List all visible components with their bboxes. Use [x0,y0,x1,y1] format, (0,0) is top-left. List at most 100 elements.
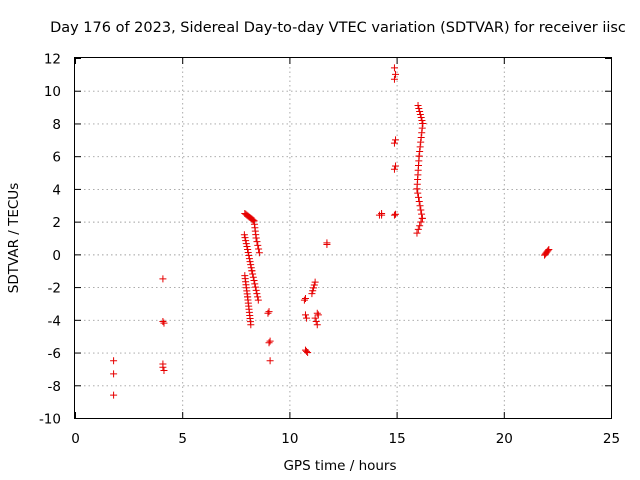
data-point [415,198,423,206]
data-point [390,64,398,72]
data-point [313,309,321,317]
data-point [249,216,257,224]
data-point [242,240,250,248]
data-point [252,234,260,242]
data-point [416,110,424,118]
data-point [253,238,261,246]
data-point [244,245,252,253]
data-point [311,278,319,286]
x-tick-label: 0 [71,431,80,447]
data-point [249,273,257,281]
y-tick-label: 0 [52,248,61,264]
data-point [544,247,552,255]
data-point [159,363,167,371]
data-point [248,267,256,275]
data-point [251,280,259,288]
data-point [310,281,318,289]
data-point [245,252,253,260]
data-point [247,261,255,269]
data-point [253,290,261,298]
y-tick-label: 12 [44,52,61,68]
data-point [304,349,312,357]
data-point [254,241,262,249]
chart-title: Day 176 of 2023, Sidereal Day-to-day VTE… [50,20,626,36]
data-point [303,314,311,322]
data-point [414,225,422,233]
data-point [254,296,262,304]
data-point [240,231,248,239]
data-point [249,270,257,278]
data-point [310,284,318,292]
data-point [160,367,168,375]
data-point [264,309,272,317]
data-point [246,258,254,266]
x-tick-label: 20 [496,431,513,447]
y-tick-label: 6 [52,150,61,166]
plot-frame [74,57,612,419]
data-point [418,210,426,218]
data-point [314,311,322,319]
data-point [417,206,425,214]
data-point [414,101,422,109]
data-point [419,119,427,127]
data-point [414,189,422,197]
y-tick-label: -8 [48,379,61,395]
data-point [390,139,398,147]
data-point [110,370,118,378]
data-point [245,255,253,263]
data-point [160,319,168,327]
data-point [265,308,273,316]
data-point [266,337,274,345]
data-point [545,245,553,253]
data-point [255,245,263,253]
grid-lines [75,58,611,418]
data-point [418,129,426,137]
data-point [247,264,255,272]
data-point [417,218,425,226]
data-point [413,229,421,237]
y-axis-label: SDTVAR / TECUs [6,183,22,293]
data-point [417,133,425,141]
y-tick-label: 8 [52,117,61,133]
data-point [252,286,260,294]
y-tick-label: -4 [48,313,61,329]
data-point [303,347,311,355]
data-point [416,202,424,210]
y-tick-label: 2 [52,215,61,231]
data-point [265,339,273,347]
data-point [250,277,258,285]
data-point [392,136,400,144]
data-point [323,239,331,247]
data-point [415,104,423,112]
y-tick-labels: -10 -8 -6 -4 -2 0 2 4 6 8 10 12 [39,52,61,428]
data-points [110,64,553,399]
y-tick-label: 10 [44,84,61,100]
data-point [243,243,251,251]
data-point [418,124,426,132]
data-point [417,113,425,121]
x-tick-label: 15 [389,431,406,447]
data-point [416,222,424,230]
axis-ticks [75,58,612,419]
data-point [416,143,424,151]
data-point [413,185,421,193]
data-point [390,75,398,83]
data-point [110,391,118,399]
y-tick-label: -10 [39,412,61,428]
x-tick-label: 10 [281,431,298,447]
data-point [392,70,400,78]
data-point [300,296,308,304]
data-point [418,116,426,124]
data-point [266,357,274,365]
y-tick-label: -2 [48,281,61,297]
data-point [416,107,424,115]
data-point [414,193,422,201]
data-point [417,138,425,146]
data-point [247,321,255,329]
data-point [378,211,386,219]
data-point [251,283,259,291]
data-point [301,311,309,319]
data-point [418,214,426,222]
data-point [390,165,398,173]
